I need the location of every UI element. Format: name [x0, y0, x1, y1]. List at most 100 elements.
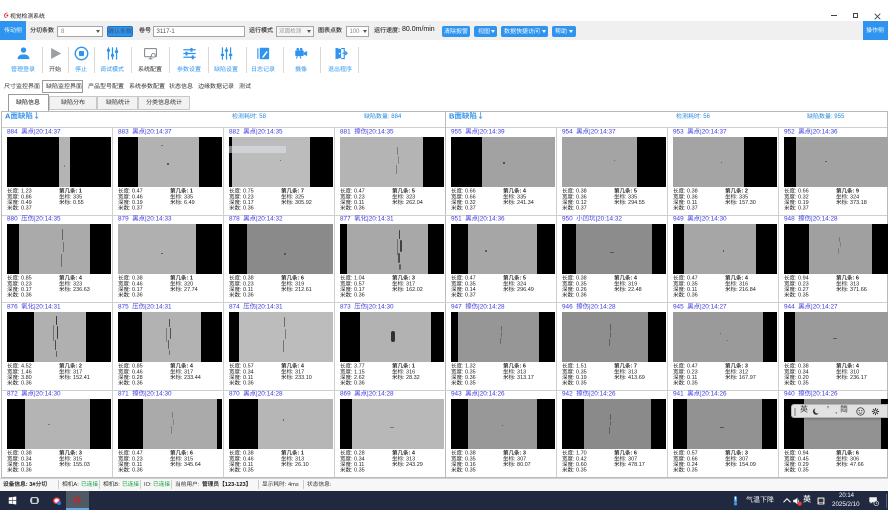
svg-text:|20:14:35: |20:14:35: [34, 216, 61, 223]
svg-text:943: 943: [451, 391, 462, 398]
svg-text:: 0.11: : 0.11: [684, 200, 697, 206]
svg-text:: 9: : 9: [852, 188, 858, 194]
svg-text:: 7: : 7: [297, 188, 303, 194]
svg-text:: 2: : 2: [75, 363, 81, 369]
svg-text:: 0.34: : 0.34: [351, 457, 365, 463]
svg-text:948: 948: [784, 216, 795, 223]
svg-text:: 3#: : 3#: [26, 482, 37, 488]
svg-text:: 0.35: : 0.35: [795, 468, 809, 474]
svg-text:|20:14:26: |20:14:26: [478, 391, 505, 398]
svg-text:875: 875: [118, 303, 129, 310]
svg-text:: 0.17: : 0.17: [351, 287, 365, 293]
svg-text:: 0.23: : 0.23: [18, 282, 32, 288]
svg-text:: 233.44: : 233.44: [181, 375, 201, 381]
svg-text:: 1.04: : 1.04: [351, 276, 365, 282]
svg-text:: 0.66: : 0.66: [462, 194, 476, 200]
svg-text:: 3: : 3: [519, 451, 525, 457]
svg-text:: 0.12: : 0.12: [573, 200, 587, 206]
svg-text:: 3: : 3: [741, 451, 747, 457]
svg-text:: 22.48: : 22.48: [624, 287, 641, 293]
svg-text:: 0.11: : 0.11: [351, 462, 364, 468]
svg-text:: 3: : 3: [75, 451, 81, 457]
svg-text:: 371.66: : 371.66: [847, 287, 867, 293]
svg-text:: 0.35: : 0.35: [573, 468, 587, 474]
svg-text:|20:14:28: |20:14:28: [811, 216, 838, 223]
svg-text:: 312: : 312: [736, 369, 748, 375]
svg-text:: 305.92: : 305.92: [292, 200, 312, 206]
svg-text:: 56: : 56: [700, 114, 711, 120]
svg-text:: 0.23: : 0.23: [240, 282, 254, 288]
svg-text:: 5: : 5: [630, 188, 636, 194]
svg-text:951: 951: [451, 216, 462, 223]
svg-text:|20:14:27: |20:14:27: [811, 303, 838, 310]
svg-text:|20:14:28: |20:14:28: [478, 303, 505, 310]
svg-text:: 0.38: : 0.38: [18, 451, 32, 457]
svg-text:: 0.35: : 0.35: [684, 381, 698, 387]
svg-text:: 80.07: : 80.07: [513, 462, 530, 468]
svg-text:: 0.94: : 0.94: [795, 276, 809, 282]
svg-text:: 27.74: : 27.74: [180, 287, 197, 293]
svg-text:: 0.36: : 0.36: [240, 206, 254, 212]
svg-text:: 0.19: : 0.19: [573, 375, 587, 381]
svg-text:|20:14:28: |20:14:28: [256, 391, 283, 398]
svg-text:: 0.85: : 0.85: [18, 276, 32, 282]
svg-text:: 313: : 313: [847, 282, 859, 288]
svg-text:952: 952: [784, 128, 795, 135]
svg-text:873: 873: [340, 303, 351, 310]
svg-text:: 7: : 7: [630, 363, 636, 369]
svg-text:: 0.36: : 0.36: [573, 194, 587, 200]
svg-text:: 0.37: : 0.37: [684, 206, 698, 212]
svg-text:: 0.16: : 0.16: [462, 462, 476, 468]
svg-text:: 0.37: : 0.37: [129, 206, 143, 212]
svg-text:: 0.16: : 0.16: [18, 462, 32, 468]
svg-text:: 0.37: : 0.37: [462, 293, 476, 299]
svg-text:: 0.35: : 0.35: [795, 293, 809, 299]
svg-text:880: 880: [7, 216, 18, 223]
svg-text:: 0.11: : 0.11: [351, 200, 364, 206]
svg-text:950: 950: [562, 216, 573, 223]
svg-text:: 155.03: : 155.03: [70, 462, 90, 468]
svg-text:: 0.66: : 0.66: [795, 188, 809, 194]
svg-text:: 296.49: : 296.49: [514, 287, 534, 293]
svg-text:: 26.10: : 26.10: [291, 462, 308, 468]
svg-text:: 0.35: : 0.35: [351, 468, 365, 474]
svg-text:|20:14:36: |20:14:36: [811, 128, 838, 135]
svg-text:: 0.38: : 0.38: [240, 451, 254, 457]
svg-text:: 319: : 319: [292, 282, 304, 288]
svg-text:: 0.57: : 0.57: [684, 451, 698, 457]
svg-text:: 4ms: : 4ms: [285, 482, 299, 488]
svg-text:946: 946: [562, 303, 573, 310]
svg-text:: 0.28: : 0.28: [129, 375, 143, 381]
svg-text:: 4: : 4: [186, 363, 193, 369]
svg-text:: 0.66: : 0.66: [462, 188, 476, 194]
svg-text:: 4: : 4: [741, 276, 748, 282]
svg-text:: 316: : 316: [736, 282, 748, 288]
svg-text:: 315: : 315: [181, 457, 193, 463]
svg-text:: 0.45: : 0.45: [795, 457, 809, 463]
svg-text:: 320: : 320: [180, 282, 192, 288]
svg-text:: 0.38: : 0.38: [684, 188, 698, 194]
svg-text:: 0.46: : 0.46: [129, 282, 143, 288]
svg-text:: 0.23: : 0.23: [351, 194, 365, 200]
svg-text:: 0.23: : 0.23: [795, 282, 809, 288]
svg-text:955: 955: [451, 128, 462, 135]
svg-text:878: 878: [229, 216, 240, 223]
svg-text:: 323: : 323: [70, 282, 82, 288]
svg-text:: 4: : 4: [630, 276, 637, 282]
svg-text:883: 883: [118, 128, 129, 135]
svg-text:|20:14:30: |20:14:30: [145, 391, 172, 398]
svg-text:: 0.11: : 0.11: [129, 462, 142, 468]
svg-text:: 0.34: : 0.34: [795, 369, 809, 375]
svg-text:: 0.47: : 0.47: [684, 276, 698, 282]
svg-text:870: 870: [229, 391, 240, 398]
svg-text:: 413.69: : 413.69: [625, 375, 645, 381]
svg-text:: 0.55: : 0.55: [70, 200, 84, 206]
svg-text:|20:14:30: |20:14:30: [34, 391, 61, 398]
svg-text:: 2: : 2: [741, 188, 747, 194]
svg-text:: 0.36: : 0.36: [18, 293, 32, 299]
svg-text::: :: [398, 28, 400, 34]
svg-text:: 1.70: : 1.70: [573, 451, 587, 457]
svg-text:A: A: [5, 111, 11, 120]
svg-text:: 0.11: : 0.11: [684, 375, 697, 381]
svg-text::: :: [330, 482, 332, 488]
